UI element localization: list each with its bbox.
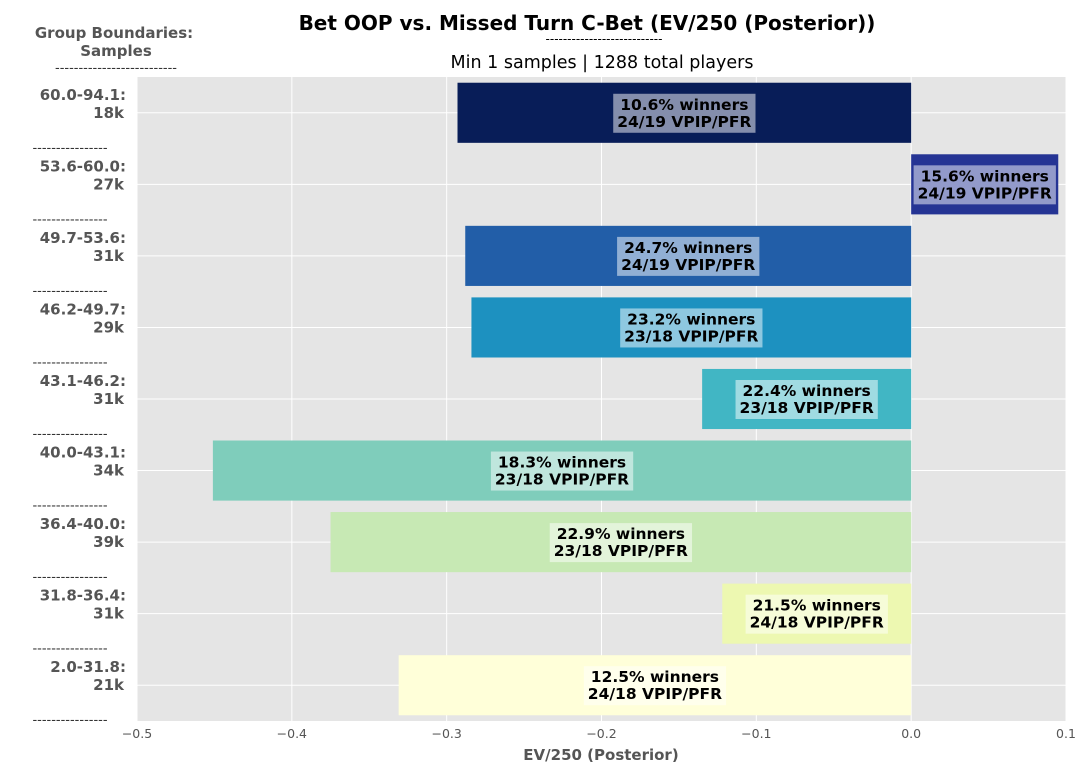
y-tick-samples-2: 31k (93, 247, 125, 265)
bar-label-vpip-4: 23/18 VPIP/PFR (740, 399, 874, 417)
y-tick-range-2: 49.7-53.6: (40, 229, 126, 247)
y-tick-samples-8: 21k (93, 676, 125, 694)
y-axis-title-line-1: Group Boundaries: (35, 24, 193, 42)
y-tick-separator-4: ---------------- (32, 427, 107, 442)
y-axis-title-line-2: Samples (80, 42, 152, 60)
bar-label-vpip-1: 24/19 VPIP/PFR (918, 184, 1052, 202)
y-tick-separator-2: ---------------- (32, 284, 107, 299)
y-tick-range-8: 2.0-31.8: (50, 658, 126, 676)
bar-label-vpip-6: 23/18 VPIP/PFR (554, 542, 688, 560)
chart-title: Bet OOP vs. Missed Turn C-Bet (EV/250 (P… (299, 11, 876, 35)
bar-label-box-4 (735, 380, 878, 419)
bar-label-box-8 (583, 666, 727, 706)
x-tick-label-5: 0.0 (901, 726, 921, 741)
y-tick-samples-6: 39k (93, 533, 125, 551)
bar-label-box-1 (913, 165, 1056, 205)
bar-label-box-6 (549, 523, 693, 563)
bar-label-winners-3: 23.2% winners (627, 310, 755, 328)
bars-group (212, 82, 1059, 716)
bar-label-winners-8: 12.5% winners (591, 668, 719, 686)
y-tick-samples-1: 27k (93, 175, 125, 193)
x-tick-label-4: −0.1 (741, 726, 771, 741)
bar-label-winners-0: 10.6% winners (620, 96, 748, 114)
y-tick-separator-3: ---------------- (32, 355, 107, 370)
bar-label-vpip-2: 24/19 VPIP/PFR (621, 256, 755, 274)
bar-label-vpip-5: 23/18 VPIP/PFR (495, 471, 629, 489)
y-tick-range-0: 60.0-94.1: (40, 86, 126, 104)
y-tick-separator-6: ---------------- (32, 570, 107, 585)
bar-label-vpip-8: 24/18 VPIP/PFR (588, 685, 722, 703)
x-tick-label-1: −0.4 (277, 726, 307, 741)
bar-label-box-5 (490, 451, 634, 491)
y-tick-samples-7: 31k (93, 605, 125, 623)
bar-label-winners-7: 21.5% winners (753, 597, 881, 615)
y-tick-range-7: 31.8-36.4: (40, 587, 126, 605)
y-tick-samples-0: 18k (93, 104, 125, 122)
y-tick-samples-3: 29k (93, 318, 125, 336)
bar-label-winners-2: 24.7% winners (624, 239, 752, 257)
bar-label-box-2 (617, 236, 760, 276)
y-axis-title-underline: -------------------------- (55, 61, 177, 76)
y-tick-separator-8: ---------------- (32, 713, 107, 728)
y-tick-separator-7: ---------------- (32, 642, 107, 657)
y-tick-range-1: 53.6-60.0: (40, 157, 126, 175)
x-tick-label-6: 0.1 (1056, 726, 1076, 741)
y-axis: 60.0-94.1:18k----------------53.6-60.0:2… (32, 86, 126, 728)
chart-subtitle: Min 1 samples | 1288 total players (451, 53, 754, 73)
y-tick-separator-0: ---------------- (32, 141, 107, 156)
x-tick-label-0: −0.5 (122, 726, 152, 741)
x-tick-label-3: −0.2 (586, 726, 616, 741)
bar-label-winners-5: 18.3% winners (498, 454, 626, 472)
bar-label-winners-4: 22.4% winners (743, 382, 871, 400)
bar-label-vpip-7: 24/18 VPIP/PFR (750, 614, 884, 632)
y-tick-separator-1: ---------------- (32, 212, 107, 227)
y-tick-range-5: 40.0-43.1: (40, 444, 126, 462)
bar-label-box-7 (745, 594, 888, 634)
y-tick-samples-5: 34k (93, 462, 125, 480)
x-tick-label-2: −0.3 (431, 726, 461, 741)
bar-label-winners-6: 22.9% winners (557, 525, 685, 543)
y-tick-separator-5: ---------------- (32, 499, 107, 514)
bar-label-box-0 (613, 93, 756, 133)
bar-label-vpip-0: 24/19 VPIP/PFR (617, 113, 751, 131)
y-tick-range-3: 46.2-49.7: (40, 300, 126, 318)
y-tick-range-4: 43.1-46.2: (40, 372, 126, 390)
bar-label-vpip-3: 23/18 VPIP/PFR (624, 327, 758, 345)
bar-label-box-3 (620, 308, 763, 348)
y-tick-samples-4: 31k (93, 390, 125, 408)
chart-title-underline: --------------------------- (546, 32, 663, 46)
x-axis: −0.5 −0.4 −0.3 −0.2 −0.1 0.0 0.1 (122, 726, 1076, 741)
y-tick-range-6: 36.4-40.0: (40, 515, 126, 533)
x-axis-label: EV/250 (Posterior) (523, 746, 678, 764)
bar-label-winners-1: 15.6% winners (921, 167, 1049, 185)
